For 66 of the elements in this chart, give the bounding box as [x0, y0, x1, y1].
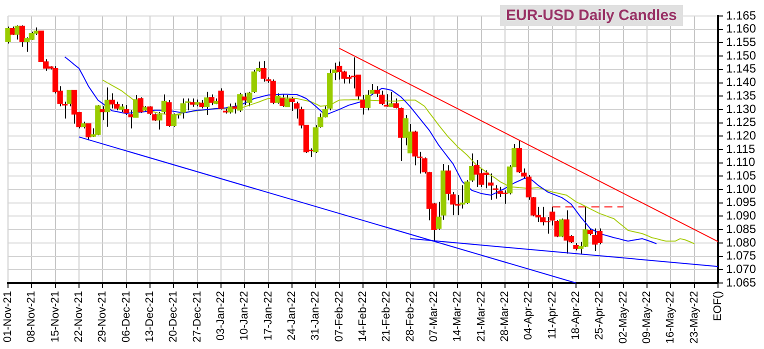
y-tick-label: 1.095: [726, 195, 756, 210]
y-tick-label: 1.075: [726, 248, 756, 263]
x-tick-label: 16-May-22: [664, 291, 677, 344]
x-tick-label: 29-Nov-21: [96, 291, 109, 342]
y-tick-label: 1.145: [726, 62, 756, 76]
y-tick-label: 1.160: [726, 22, 756, 36]
candlestick: [104, 87, 110, 128]
x-tick-label: 31-Jan-22: [310, 291, 322, 341]
y-tick-label: 1.080: [726, 235, 756, 250]
x-tick-label: 21-Mar-22: [475, 291, 488, 342]
y-tick-label: 1.070: [726, 262, 756, 276]
x-tick-label: 01-Nov-21: [2, 291, 14, 342]
candlestick: [138, 96, 144, 114]
y-tick-label: 1.090: [726, 208, 756, 223]
x-tick-label: 28-Mar-22: [499, 291, 512, 342]
x-tick-label: 15-Nov-21: [49, 291, 62, 342]
x-tick-label: 07-Feb-22: [333, 291, 346, 342]
x-tick-label: 25-Apr-22: [594, 291, 606, 340]
candlestick: [218, 88, 224, 110]
y-tick-label: 1.150: [726, 48, 756, 62]
x-tick-label: EOF(): [712, 291, 724, 321]
x-tick-label: 06-Dec-21: [120, 291, 132, 342]
x-tick-label: 21-Feb-22: [380, 291, 393, 342]
candlestick: [86, 123, 92, 141]
candlestick: [364, 90, 371, 111]
x-tick-label: 23-May-22: [688, 291, 700, 344]
candlestick: [228, 103, 234, 114]
y-tick-label: 1.155: [726, 35, 756, 50]
x-tick-label: 13-Dec-21: [144, 291, 156, 342]
y-tick-label: 1.100: [726, 182, 756, 196]
candlestick: [124, 104, 130, 116]
x-tick-label: 10-Jan-22: [238, 291, 251, 341]
x-tick-label: 14-Feb-22: [357, 291, 370, 342]
x-tick-label: 07-Mar-22: [428, 291, 440, 342]
y-tick-label: 1.065: [726, 275, 756, 290]
candlestick: [388, 91, 394, 108]
candlestick: [156, 111, 162, 130]
x-tick-label: 14-Mar-22: [452, 291, 464, 342]
y-tick-label: 1.130: [726, 102, 756, 116]
y-tick-label: 1.115: [726, 142, 756, 156]
x-tick-label: 28-Feb-22: [404, 291, 416, 342]
y-tick-label: 1.085: [726, 222, 756, 236]
y-tick-label: 1.140: [726, 75, 756, 90]
y-tick-label: 1.110: [726, 155, 756, 170]
x-tick-label: 04-Apr-22: [522, 291, 535, 340]
candlestick: [237, 92, 243, 112]
x-tick-label: 20-Dec-21: [168, 291, 180, 342]
x-tick-label: 08-Nov-21: [26, 291, 38, 342]
x-tick-label: 22-Nov-21: [73, 291, 86, 342]
y-tick-label: 1.120: [726, 128, 756, 142]
candlestick: [19, 24, 26, 48]
candlestick: [5, 26, 11, 44]
x-tick-label: 17-Jan-22: [262, 291, 274, 341]
y-tick-label: 1.135: [726, 88, 756, 102]
x-tick-label: 03-Jan-22: [215, 291, 228, 341]
chart-title: EUR-USD Daily Candles: [500, 5, 683, 26]
candlestick: [284, 94, 290, 108]
x-tick-label: 02-May-22: [617, 291, 630, 344]
x-tick-label: 18-Apr-22: [570, 291, 582, 340]
y-tick-label: 1.125: [726, 115, 756, 130]
y-tick-label: 1.165: [726, 8, 756, 22]
x-tick-label: 24-Jan-22: [286, 291, 298, 341]
x-tick-label: 27-Dec-21: [191, 291, 204, 342]
y-tick-label: 1.105: [726, 168, 756, 183]
x-tick-label: 11-Apr-22: [546, 291, 558, 340]
x-tick-label: 09-May-22: [641, 291, 654, 344]
